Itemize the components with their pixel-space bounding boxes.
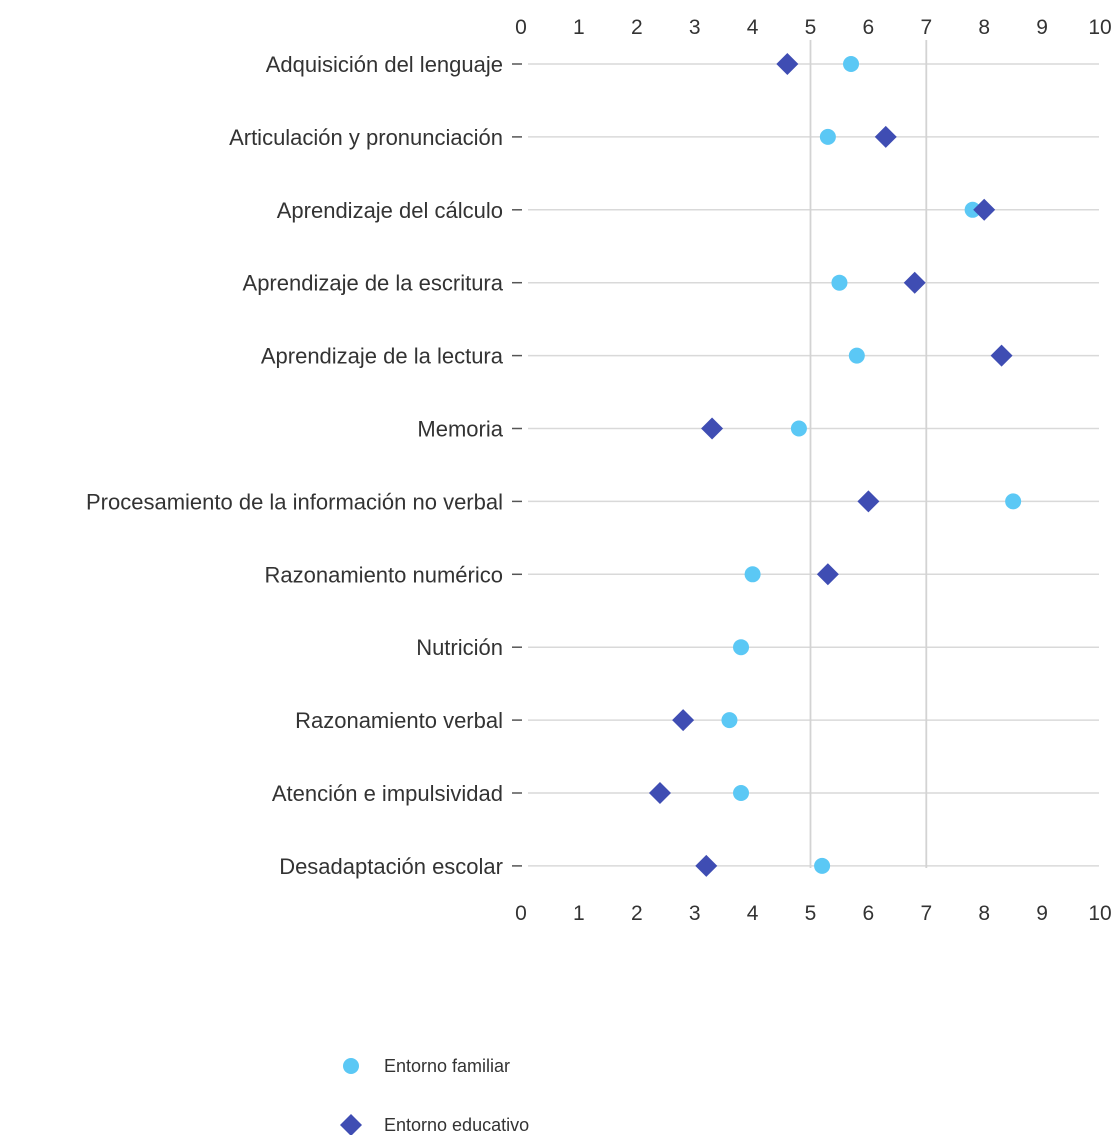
legend-marker-circle-icon	[343, 1058, 359, 1074]
point-entorno-familiar-nutricion	[733, 639, 750, 656]
y-axis-categories: Adquisición del lenguaje Articulación y p…	[86, 52, 504, 879]
point-entorno-educativo-atencion-e-impulsividad	[648, 782, 671, 804]
point-entorno-educativo-aprendizaje-de-la-lectura	[990, 344, 1013, 367]
x-axis-bottom: 0 1 2 3 4 5 6 7 8 9 10	[515, 902, 1112, 925]
data-points	[648, 53, 1022, 877]
x-tick-top-10: 10	[1088, 16, 1111, 39]
x-tick-bottom-7: 7	[920, 902, 932, 925]
x-tick-bottom-4: 4	[747, 902, 759, 925]
x-tick-top-5: 5	[805, 16, 817, 39]
point-entorno-familiar-desadaptacion-escolar	[814, 857, 831, 874]
category-label-articulacion-y-pronunciacion: Articulación y pronunciación	[229, 125, 503, 150]
reference-lines	[809, 40, 928, 868]
x-tick-top-3: 3	[689, 16, 701, 39]
category-label-nutricion: Nutrición	[416, 635, 503, 660]
point-entorno-familiar-atencion-e-impulsividad	[733, 785, 750, 801]
x-tick-top-2: 2	[631, 16, 643, 39]
category-label-aprendizaje-de-la-lectura: Aprendizaje de la lectura	[261, 344, 504, 369]
category-label-adquisicion-del-lenguaje: Adquisición del lenguaje	[266, 52, 503, 77]
category-label-desadaptacion-escolar: Desadaptación escolar	[279, 854, 503, 879]
category-label-razonamiento-numerico: Razonamiento numérico	[265, 562, 503, 587]
point-entorno-educativo-procesamiento-de-la-informacion-no-verbal	[857, 490, 880, 513]
legend-item-entorno-familiar: Entorno familiar	[343, 1056, 510, 1076]
point-entorno-educativo-adquisicion-del-lenguaje	[776, 53, 799, 75]
x-tick-top-7: 7	[920, 16, 932, 39]
x-tick-bottom-2: 2	[631, 902, 643, 925]
x-tick-top-4: 4	[747, 16, 759, 39]
point-entorno-educativo-memoria	[701, 417, 724, 440]
legend: Entorno familiar Entorno educativo	[340, 1056, 529, 1135]
x-tick-bottom-0: 0	[515, 902, 527, 925]
x-tick-bottom-9: 9	[1036, 902, 1048, 925]
point-entorno-familiar-procesamiento-de-la-informacion-no-verbal	[1005, 493, 1022, 510]
category-label-memoria: Memoria	[417, 417, 503, 442]
x-tick-bottom-6: 6	[863, 902, 875, 925]
series-entorno-familiar	[721, 56, 1022, 874]
point-entorno-familiar-aprendizaje-del-calculo	[964, 201, 981, 218]
x-tick-bottom-5: 5	[805, 902, 817, 925]
point-entorno-educativo-razonamiento-verbal	[672, 709, 695, 732]
point-entorno-familiar-adquisicion-del-lenguaje	[843, 56, 860, 72]
point-entorno-familiar-aprendizaje-de-la-lectura	[848, 347, 865, 364]
legend-label: Entorno familiar	[384, 1056, 510, 1076]
point-entorno-educativo-aprendizaje-del-calculo	[973, 198, 996, 221]
x-axis-top: 0 1 2 3 4 5 6 7 8 9 10	[515, 16, 1112, 39]
category-label-razonamiento-verbal: Razonamiento verbal	[295, 708, 503, 733]
point-entorno-familiar-articulacion-y-pronunciacion	[819, 128, 836, 145]
point-entorno-educativo-desadaptacion-escolar	[695, 854, 718, 877]
point-entorno-familiar-memoria	[790, 420, 807, 437]
gridlines	[512, 63, 1099, 867]
x-tick-bottom-1: 1	[573, 902, 585, 925]
x-tick-bottom-3: 3	[689, 902, 701, 925]
point-entorno-familiar-razonamiento-numerico	[744, 566, 761, 583]
x-tick-top-1: 1	[573, 16, 585, 39]
x-tick-bottom-8: 8	[978, 902, 990, 925]
point-entorno-educativo-razonamiento-numerico	[816, 563, 839, 586]
point-entorno-educativo-aprendizaje-de-la-escritura	[903, 271, 926, 294]
legend-marker-diamond-icon	[340, 1114, 362, 1135]
category-label-atencion-e-impulsividad: Atención e impulsividad	[272, 781, 503, 806]
category-label-aprendizaje-del-calculo: Aprendizaje del cálculo	[277, 198, 503, 223]
x-tick-top-6: 6	[863, 16, 875, 39]
x-tick-top-0: 0	[515, 16, 527, 39]
x-tick-top-8: 8	[978, 16, 990, 39]
series-entorno-educativo	[648, 53, 1013, 877]
x-tick-bottom-10: 10	[1088, 902, 1111, 925]
category-label-aprendizaje-de-la-escritura: Aprendizaje de la escritura	[243, 271, 504, 296]
legend-item-entorno-educativo: Entorno educativo	[340, 1114, 529, 1135]
point-entorno-familiar-aprendizaje-de-la-escritura	[831, 274, 848, 291]
x-tick-top-9: 9	[1036, 16, 1048, 39]
point-entorno-educativo-articulacion-y-pronunciacion	[874, 125, 897, 148]
legend-label: Entorno educativo	[384, 1115, 529, 1135]
point-entorno-familiar-razonamiento-verbal	[721, 712, 738, 729]
category-label-procesamiento-de-la-informacion-no-verbal: Procesamiento de la información no verba…	[86, 489, 503, 514]
